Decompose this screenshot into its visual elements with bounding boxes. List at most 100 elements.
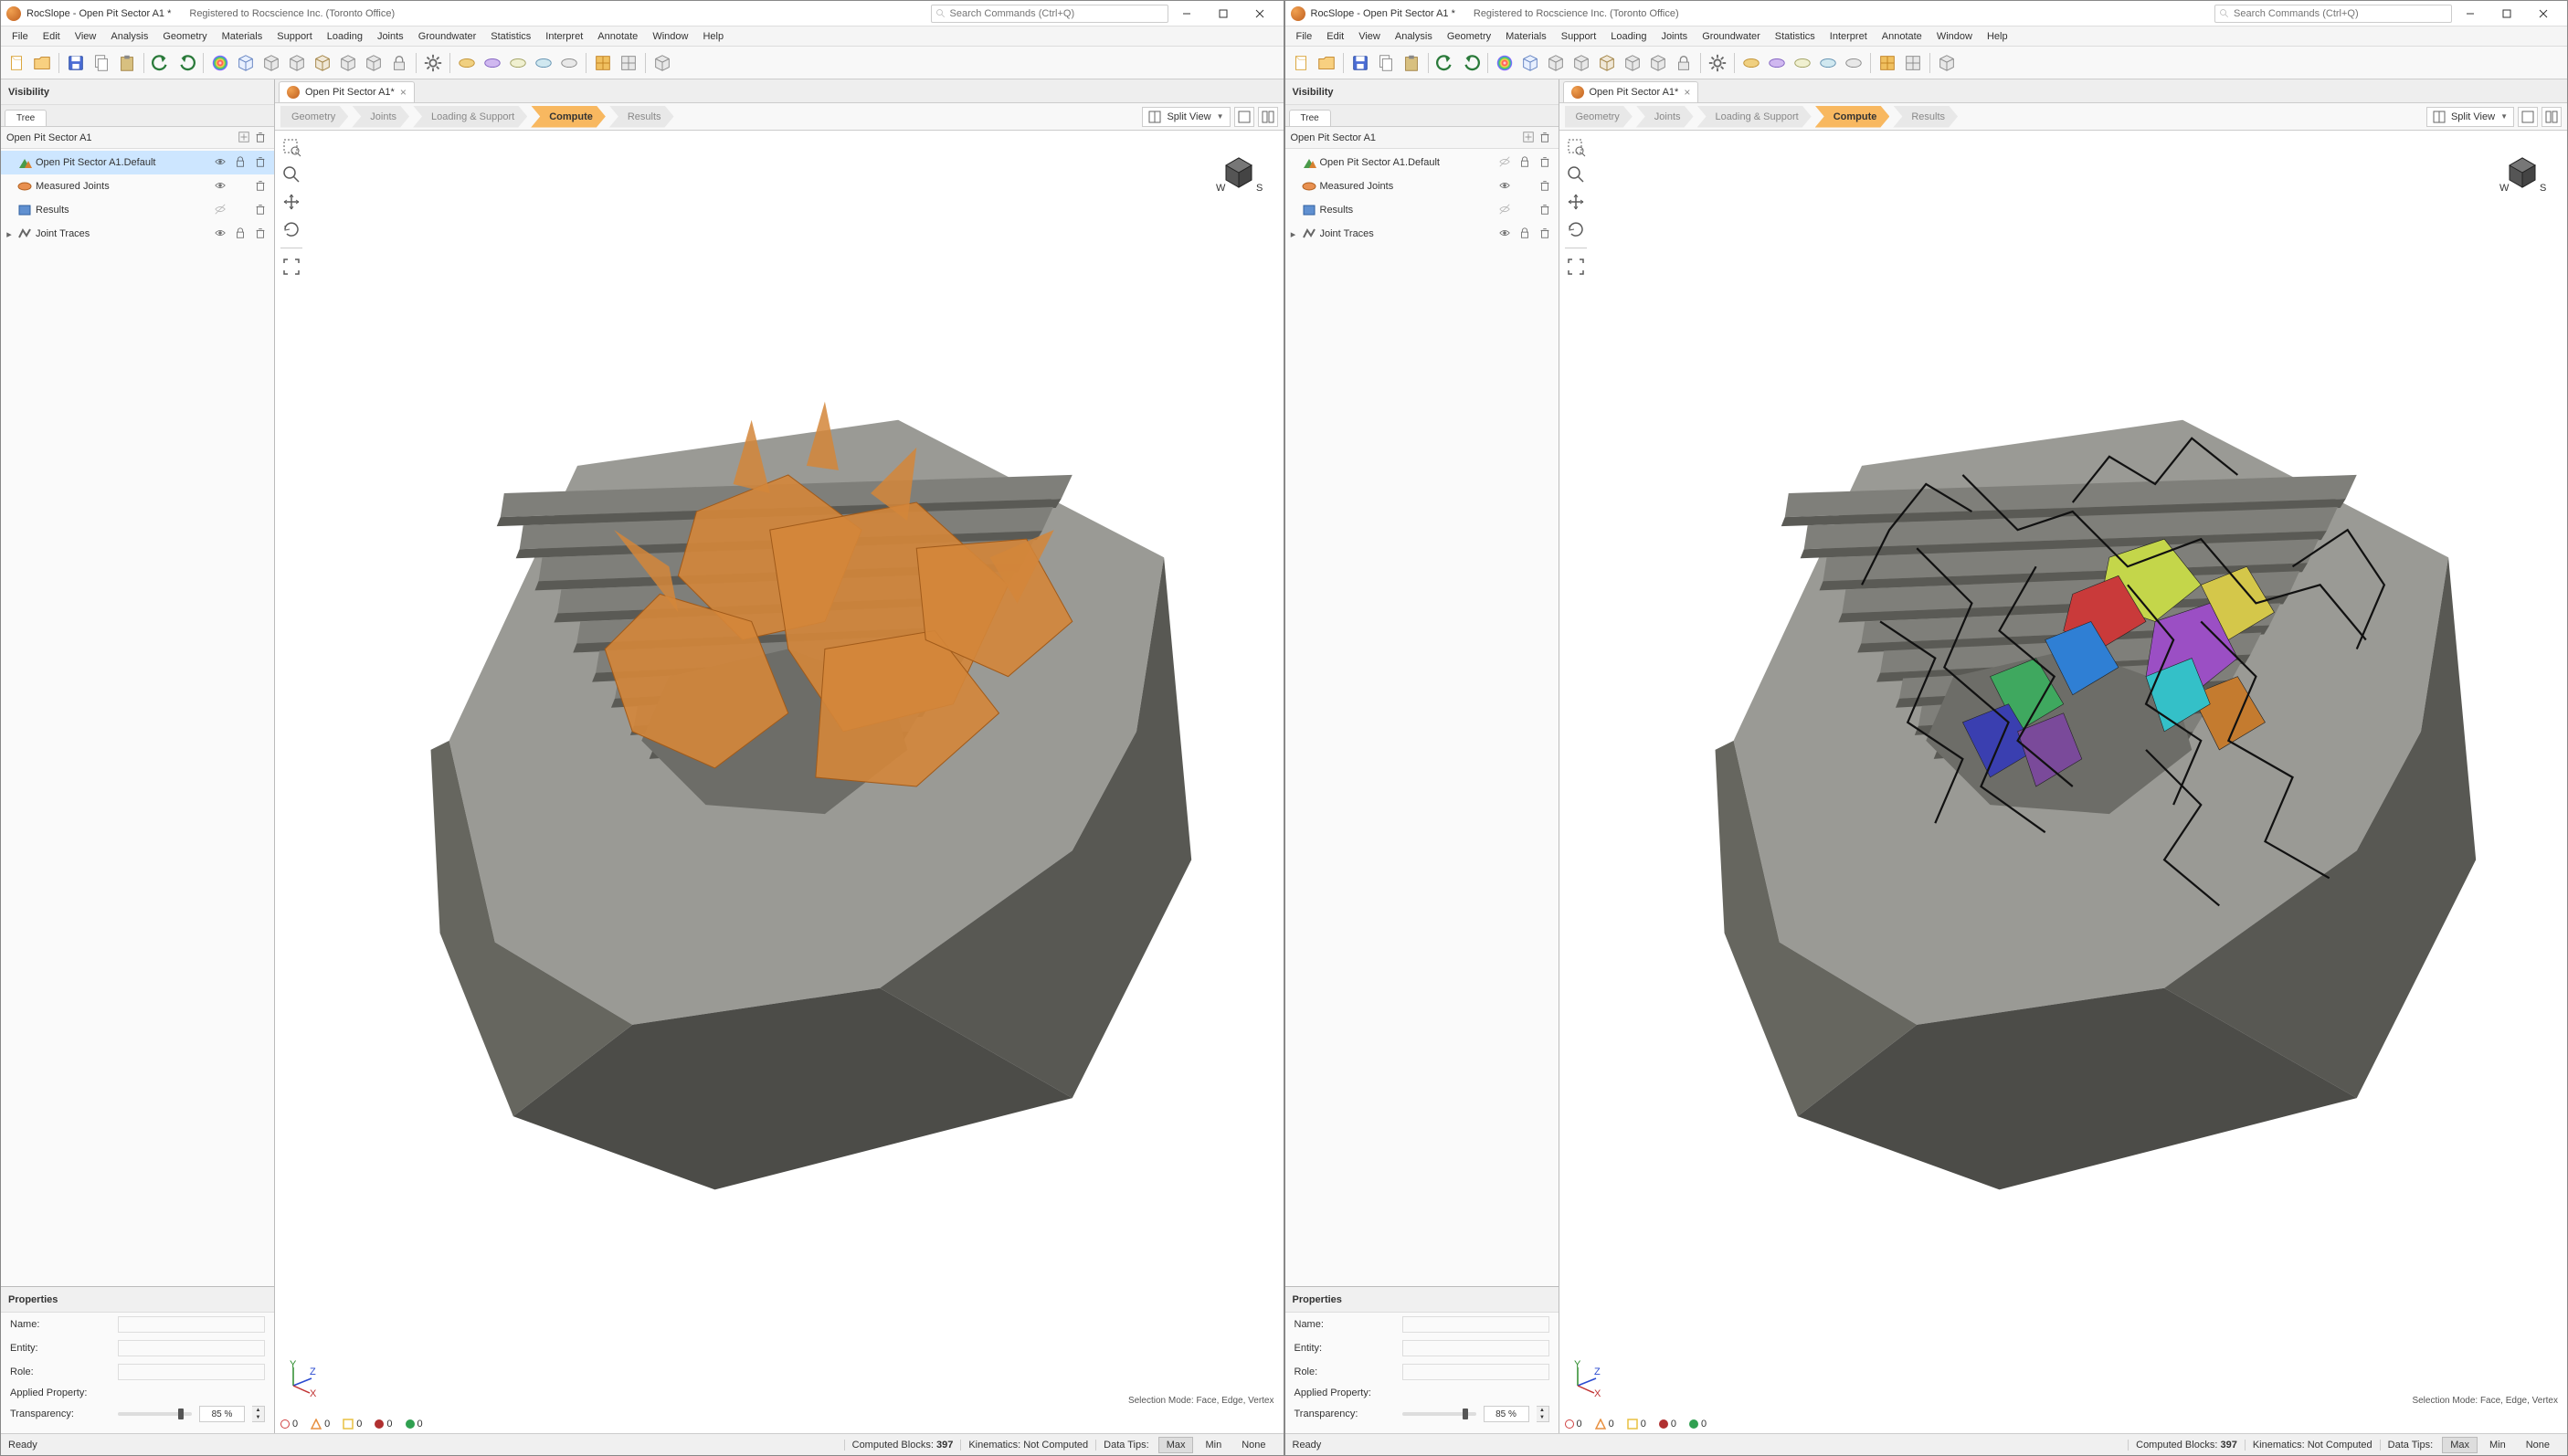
- menu-annotate[interactable]: Annotate: [1875, 29, 1929, 44]
- lock-icon[interactable]: [234, 155, 248, 170]
- tree-item-0[interactable]: Open Pit Sector A1.Default: [1285, 151, 1559, 174]
- viewtool-zoom-extents[interactable]: [280, 136, 302, 158]
- tips-min-button[interactable]: Min: [2481, 1437, 2514, 1453]
- menu-joints[interactable]: Joints: [370, 29, 411, 44]
- toolbar-disc3[interactable]: [506, 51, 530, 75]
- document-tab[interactable]: Open Pit Sector A1*×: [1563, 81, 1699, 102]
- crumb-joints[interactable]: Joints: [352, 106, 409, 128]
- view-btn-2[interactable]: [1258, 107, 1278, 127]
- tree-item-2[interactable]: Results: [1, 198, 274, 222]
- crumb-geometry[interactable]: Geometry: [1565, 106, 1633, 128]
- add-icon[interactable]: [238, 131, 252, 145]
- toolbar-cube6[interactable]: [362, 51, 386, 75]
- tips-max-button[interactable]: Max: [1158, 1437, 1194, 1453]
- name-field[interactable]: [118, 1316, 265, 1333]
- transparency-spinner[interactable]: ▲▼: [252, 1406, 265, 1422]
- toolbar-undo[interactable]: [1433, 51, 1457, 75]
- close-button[interactable]: [1242, 1, 1278, 26]
- lock-icon[interactable]: [1518, 155, 1533, 170]
- toolbar-paste[interactable]: [115, 51, 139, 75]
- eye-icon[interactable]: [1498, 155, 1513, 170]
- minimize-button[interactable]: [1168, 1, 1205, 26]
- toolbar-color-wheel[interactable]: [1493, 51, 1516, 75]
- toolbar-paste[interactable]: [1400, 51, 1423, 75]
- menu-interpret[interactable]: Interpret: [538, 29, 590, 44]
- toolbar-gear[interactable]: [421, 51, 445, 75]
- document-tab[interactable]: Open Pit Sector A1*×: [279, 81, 415, 102]
- toolbar-grid1[interactable]: [591, 51, 615, 75]
- menu-help[interactable]: Help: [1980, 29, 2015, 44]
- tree-item-3[interactable]: ▸Joint Traces: [1, 222, 274, 246]
- toolbar-open[interactable]: [1315, 51, 1338, 75]
- menu-help[interactable]: Help: [695, 29, 731, 44]
- maximize-button[interactable]: [2489, 1, 2525, 26]
- trash-icon[interactable]: [1538, 155, 1553, 170]
- menu-geometry[interactable]: Geometry: [155, 29, 214, 44]
- eye-icon[interactable]: [214, 203, 228, 217]
- crumb-compute[interactable]: Compute: [531, 106, 606, 128]
- tree-tab[interactable]: Tree: [1289, 110, 1331, 126]
- pit-model[interactable]: [275, 131, 1284, 1433]
- tree-tab[interactable]: Tree: [5, 110, 47, 126]
- toolbar-disc2[interactable]: [481, 51, 504, 75]
- transparency-spinner[interactable]: ▲▼: [1537, 1406, 1549, 1422]
- crumb-results[interactable]: Results: [1893, 106, 1958, 128]
- menu-file[interactable]: File: [1289, 29, 1320, 44]
- close-tab-icon[interactable]: ×: [400, 86, 407, 99]
- menu-file[interactable]: File: [5, 29, 36, 44]
- toolbar-color-wheel[interactable]: [208, 51, 232, 75]
- search-input[interactable]: [2234, 8, 2447, 19]
- transparency-slider[interactable]: [118, 1412, 192, 1416]
- viewtool-zoom[interactable]: [1565, 164, 1587, 185]
- toolbar-grid1[interactable]: [1876, 51, 1899, 75]
- close-tab-icon[interactable]: ×: [1684, 86, 1690, 99]
- viewtool-fullscreen[interactable]: [280, 256, 302, 278]
- command-search[interactable]: [931, 5, 1168, 23]
- tree-item-1[interactable]: Measured Joints: [1285, 174, 1559, 198]
- crumb-loading-support[interactable]: Loading & Support: [1697, 106, 1812, 128]
- search-input[interactable]: [950, 8, 1164, 19]
- toolbar-gear[interactable]: [1706, 51, 1729, 75]
- toolbar-disc4[interactable]: [532, 51, 555, 75]
- toolbar-disc5[interactable]: [1842, 51, 1865, 75]
- toolbar-cube1[interactable]: [1518, 51, 1542, 75]
- menu-analysis[interactable]: Analysis: [103, 29, 155, 44]
- delete-icon[interactable]: [254, 131, 269, 145]
- lock-icon[interactable]: [234, 227, 248, 241]
- lock-icon[interactable]: [1518, 227, 1533, 241]
- split-view-select[interactable]: Split View▼: [2426, 107, 2514, 127]
- toolbar-copy[interactable]: [90, 51, 113, 75]
- viewtool-pan[interactable]: [280, 191, 302, 213]
- crumb-geometry[interactable]: Geometry: [280, 106, 348, 128]
- toolbar-cube3[interactable]: [285, 51, 309, 75]
- tips-none-button[interactable]: None: [1233, 1437, 1273, 1453]
- trash-icon[interactable]: [254, 227, 269, 241]
- toolbar-redo[interactable]: [1459, 51, 1483, 75]
- menu-support[interactable]: Support: [1554, 29, 1604, 44]
- toolbar-grid2[interactable]: [617, 51, 640, 75]
- menu-geometry[interactable]: Geometry: [1440, 29, 1498, 44]
- toolbar-disc3[interactable]: [1791, 51, 1814, 75]
- tree-item-1[interactable]: Measured Joints: [1, 174, 274, 198]
- menu-view[interactable]: View: [68, 29, 104, 44]
- eye-icon[interactable]: [1498, 227, 1513, 241]
- split-view-select[interactable]: Split View▼: [1142, 107, 1230, 127]
- menu-view[interactable]: View: [1351, 29, 1388, 44]
- menu-groundwater[interactable]: Groundwater: [411, 29, 484, 44]
- toolbar-cube6[interactable]: [1646, 51, 1670, 75]
- view-compass[interactable]: WS: [2490, 143, 2554, 207]
- trash-icon[interactable]: [254, 203, 269, 217]
- toolbar-cube2[interactable]: [1544, 51, 1568, 75]
- toolbar-cube5[interactable]: [336, 51, 360, 75]
- menu-support[interactable]: Support: [269, 29, 320, 44]
- transparency-value[interactable]: 85 %: [1484, 1406, 1529, 1422]
- menu-window[interactable]: Window: [1929, 29, 1980, 44]
- add-icon[interactable]: [1522, 131, 1537, 145]
- toolbar-new[interactable]: [1289, 51, 1313, 75]
- toolbar-open[interactable]: [30, 51, 54, 75]
- trash-icon[interactable]: [1538, 179, 1553, 194]
- view-btn-1[interactable]: [2518, 107, 2538, 127]
- expand-icon[interactable]: ▸: [5, 228, 14, 240]
- menu-statistics[interactable]: Statistics: [483, 29, 538, 44]
- toolbar-copy[interactable]: [1374, 51, 1398, 75]
